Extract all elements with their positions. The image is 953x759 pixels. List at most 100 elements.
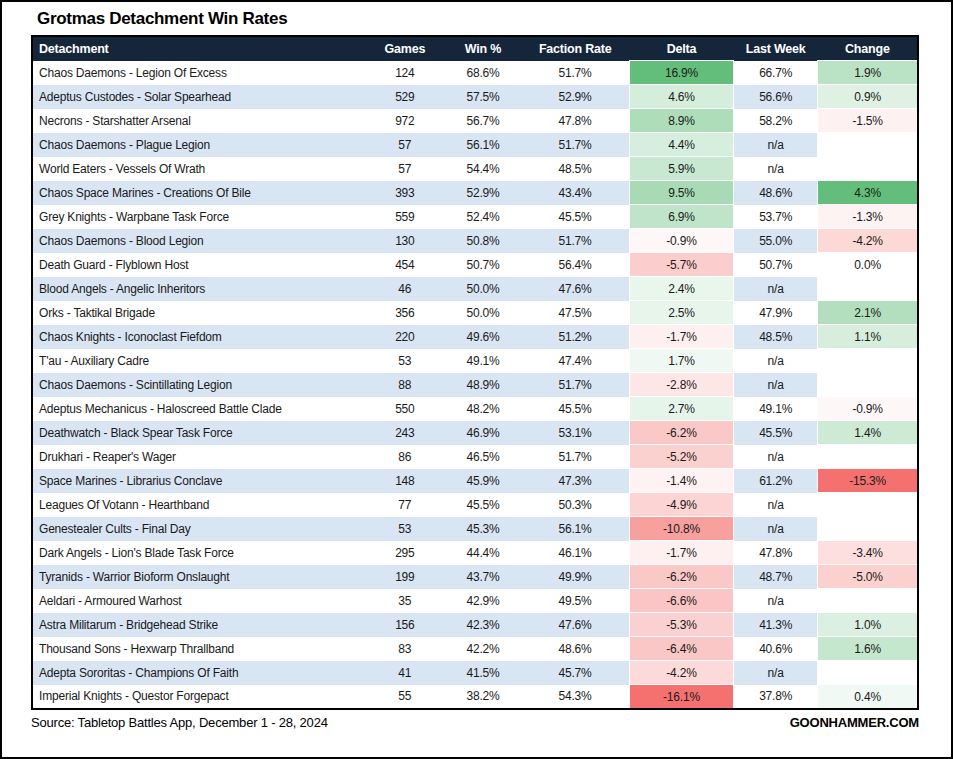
detachment-cell: Adeptus Custodes - Solar Spearhead bbox=[32, 85, 365, 109]
table-row: Leagues Of Votann - Hearthband7745.5%50.… bbox=[32, 493, 918, 517]
last-week-cell: n/a bbox=[734, 445, 818, 469]
win-rate-cell: 50.0% bbox=[445, 301, 521, 325]
last-week-cell: n/a bbox=[734, 493, 818, 517]
table-row: Adeptus Custodes - Solar Spearhead52957.… bbox=[32, 85, 918, 109]
last-week-cell: 61.2% bbox=[734, 469, 818, 493]
change-cell bbox=[818, 277, 918, 301]
last-week-cell: n/a bbox=[734, 517, 818, 541]
table-row: Adeptus Mechanicus - Haloscreed Battle C… bbox=[32, 397, 918, 421]
delta-cell: -6.2% bbox=[629, 565, 733, 589]
table-row: Space Marines - Librarius Conclave14845.… bbox=[32, 469, 918, 493]
faction-rate-cell: 45.7% bbox=[521, 661, 629, 685]
games-cell: 55 bbox=[365, 685, 445, 710]
change-cell bbox=[818, 661, 918, 685]
delta-cell: -4.2% bbox=[629, 661, 733, 685]
win-rates-table: Detachment Games Win % Faction Rate Delt… bbox=[31, 35, 919, 710]
table-row: Chaos Daemons - Legion Of Excess12468.6%… bbox=[32, 61, 918, 85]
delta-cell: 8.9% bbox=[629, 109, 733, 133]
last-week-cell: n/a bbox=[734, 349, 818, 373]
last-week-cell: 49.1% bbox=[734, 397, 818, 421]
win-rate-cell: 42.3% bbox=[445, 613, 521, 637]
detachment-cell: World Eaters - Vessels Of Wrath bbox=[32, 157, 365, 181]
delta-cell: -6.2% bbox=[629, 421, 733, 445]
change-cell: 0.9% bbox=[818, 85, 918, 109]
win-rate-cell: 38.2% bbox=[445, 685, 521, 710]
faction-rate-cell: 47.4% bbox=[521, 349, 629, 373]
table-row: Drukhari - Reaper's Wager8646.5%51.7%-5.… bbox=[32, 445, 918, 469]
last-week-cell: n/a bbox=[734, 277, 818, 301]
win-rate-cell: 50.7% bbox=[445, 253, 521, 277]
detachment-cell: Adepta Sororitas - Champions Of Faith bbox=[32, 661, 365, 685]
last-week-cell: 66.7% bbox=[734, 61, 818, 85]
table-row: Tyranids - Warrior Bioform Onslaught1994… bbox=[32, 565, 918, 589]
col-header-games: Games bbox=[365, 36, 445, 61]
detachment-cell: Dark Angels - Lion's Blade Task Force bbox=[32, 541, 365, 565]
win-rate-cell: 50.8% bbox=[445, 229, 521, 253]
games-cell: 356 bbox=[365, 301, 445, 325]
delta-cell: -6.6% bbox=[629, 589, 733, 613]
faction-rate-cell: 45.5% bbox=[521, 397, 629, 421]
faction-rate-cell: 56.4% bbox=[521, 253, 629, 277]
games-cell: 41 bbox=[365, 661, 445, 685]
detachment-cell: Chaos Daemons - Plague Legion bbox=[32, 133, 365, 157]
last-week-cell: n/a bbox=[734, 133, 818, 157]
games-cell: 393 bbox=[365, 181, 445, 205]
delta-cell: 4.4% bbox=[629, 133, 733, 157]
faction-rate-cell: 51.2% bbox=[521, 325, 629, 349]
detachment-cell: Leagues Of Votann - Hearthband bbox=[32, 493, 365, 517]
games-cell: 130 bbox=[365, 229, 445, 253]
win-rate-cell: 44.4% bbox=[445, 541, 521, 565]
table-row: Imperial Knights - Questor Forgepact5538… bbox=[32, 685, 918, 710]
table-row: Adepta Sororitas - Champions Of Faith41 4… bbox=[32, 661, 918, 685]
games-cell: 86 bbox=[365, 445, 445, 469]
games-cell: 550 bbox=[365, 397, 445, 421]
delta-cell: 16.9% bbox=[629, 61, 733, 85]
col-header-detachment: Detachment bbox=[32, 36, 365, 61]
last-week-cell: 47.9% bbox=[734, 301, 818, 325]
detachment-cell: Orks - Taktikal Brigade bbox=[32, 301, 365, 325]
win-rate-cell: 42.9% bbox=[445, 589, 521, 613]
change-cell bbox=[818, 517, 918, 541]
table-row: Chaos Daemons - Blood Legion13050.8%51.7… bbox=[32, 229, 918, 253]
games-cell: 35 bbox=[365, 589, 445, 613]
detachment-cell: Chaos Daemons - Scintillating Legion bbox=[32, 373, 365, 397]
win-rate-cell: 50.0% bbox=[445, 277, 521, 301]
games-cell: 454 bbox=[365, 253, 445, 277]
faction-rate-cell: 48.5% bbox=[521, 157, 629, 181]
games-cell: 83 bbox=[365, 637, 445, 661]
games-cell: 88 bbox=[365, 373, 445, 397]
delta-cell: 5.9% bbox=[629, 157, 733, 181]
faction-rate-cell: 45.5% bbox=[521, 205, 629, 229]
last-week-cell: 48.7% bbox=[734, 565, 818, 589]
win-rate-cell: 49.6% bbox=[445, 325, 521, 349]
win-rate-cell: 56.1% bbox=[445, 133, 521, 157]
delta-cell: -5.3% bbox=[629, 613, 733, 637]
last-week-cell: n/a bbox=[734, 661, 818, 685]
last-week-cell: 40.6% bbox=[734, 637, 818, 661]
delta-cell: -1.4% bbox=[629, 469, 733, 493]
win-rate-cell: 49.1% bbox=[445, 349, 521, 373]
delta-cell: 2.5% bbox=[629, 301, 733, 325]
change-cell: -4.2% bbox=[818, 229, 918, 253]
table-row: Death Guard - Flyblown Host45450.7%56.4%… bbox=[32, 253, 918, 277]
col-header-delta: Delta bbox=[629, 36, 733, 61]
last-week-cell: 56.6% bbox=[734, 85, 818, 109]
last-week-cell: 47.8% bbox=[734, 541, 818, 565]
delta-cell: -10.8% bbox=[629, 517, 733, 541]
win-rate-cell: 54.4% bbox=[445, 157, 521, 181]
detachment-cell: Death Guard - Flyblown Host bbox=[32, 253, 365, 277]
change-cell: -5.0% bbox=[818, 565, 918, 589]
change-cell: 1.9% bbox=[818, 61, 918, 85]
faction-rate-cell: 51.7% bbox=[521, 373, 629, 397]
change-cell: 1.0% bbox=[818, 613, 918, 637]
page-title: Grotmas Detachment Win Rates bbox=[37, 9, 951, 29]
games-cell: 77 bbox=[365, 493, 445, 517]
win-rate-cell: 68.6% bbox=[445, 61, 521, 85]
delta-cell: -6.4% bbox=[629, 637, 733, 661]
detachment-cell: Chaos Knights - Iconoclast Fiefdom bbox=[32, 325, 365, 349]
change-cell bbox=[818, 133, 918, 157]
header-row: Detachment Games Win % Faction Rate Delt… bbox=[32, 36, 918, 61]
delta-cell: -5.2% bbox=[629, 445, 733, 469]
change-cell: -1.3% bbox=[818, 205, 918, 229]
infographic-canvas: Grotmas Detachment Win Rates Detachment … bbox=[0, 0, 953, 759]
